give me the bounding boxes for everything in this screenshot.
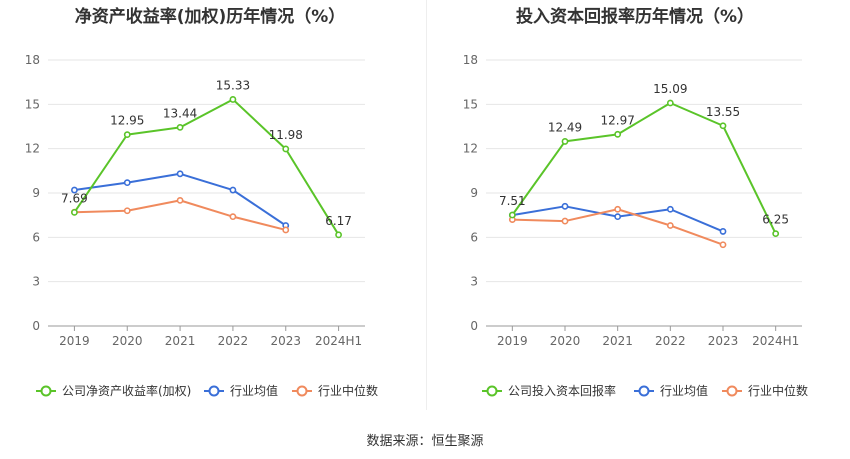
series-line [511, 102, 777, 235]
data-point [719, 241, 727, 249]
data-point [561, 217, 569, 225]
data-label: 12.97 [600, 113, 634, 127]
data-point [666, 205, 674, 213]
x-tick-label: 2023 [708, 334, 739, 348]
y-tick-label: 18 [25, 53, 40, 67]
x-tick-label: 2020 [112, 334, 143, 348]
x-tick-label: 2023 [270, 334, 301, 348]
legend-marker [296, 385, 308, 397]
x-tick-label: 2019 [59, 334, 90, 348]
x-tick-label: 2020 [550, 334, 581, 348]
legend-marker [638, 385, 650, 397]
y-tick-label: 15 [463, 97, 478, 111]
y-tick-label: 18 [463, 53, 478, 67]
data-point [229, 96, 237, 103]
data-label: 13.55 [706, 105, 740, 119]
y-tick-label: 3 [32, 275, 40, 289]
x-tick-label: 2021 [165, 334, 196, 348]
data-point [123, 131, 131, 139]
data-point [229, 213, 237, 221]
legend-label: 公司净资产收益率(加权) [62, 383, 191, 398]
x-tick-label: 2022 [218, 334, 249, 348]
y-tick-label: 9 [32, 186, 40, 200]
data-label: 12.95 [110, 114, 144, 128]
legend-label: 公司投入资本回报率 [508, 383, 616, 398]
data-point [666, 222, 674, 229]
x-tick-label: 2024H1 [752, 334, 799, 348]
legend-marker [208, 385, 220, 397]
data-point [229, 186, 237, 194]
x-tick-label: 2022 [655, 334, 686, 348]
data-label: 15.09 [653, 82, 687, 96]
data-point [614, 205, 622, 213]
data-point [123, 207, 131, 215]
legend-label: 行业中位数 [318, 383, 378, 398]
data-point [176, 123, 184, 131]
series-line [73, 98, 340, 236]
data-label: 13.44 [163, 106, 197, 120]
data-label: 11.98 [269, 128, 303, 142]
data-label: 7.51 [499, 194, 526, 208]
y-tick-label: 15 [25, 97, 40, 111]
x-tick-label: 2019 [497, 334, 528, 348]
x-tick-label: 2021 [602, 334, 633, 348]
data-point [508, 211, 516, 219]
y-tick-label: 6 [470, 230, 478, 244]
data-point [561, 202, 569, 210]
chart-title-roe: 净资产收益率(加权)历年情况（%） [74, 7, 346, 27]
data-label: 6.17 [325, 214, 352, 228]
data-point [561, 138, 569, 145]
legend-label: 行业中位数 [748, 383, 808, 398]
data-point [176, 196, 184, 204]
data-point [123, 179, 131, 187]
chart-title-roic: 投入资本回报率历年情况（%） [515, 7, 755, 27]
data-point [772, 230, 780, 238]
x-tick-label: 2024H1 [315, 334, 362, 348]
y-tick-label: 0 [470, 319, 478, 333]
data-label: 12.49 [548, 120, 582, 134]
data-point [614, 213, 622, 221]
y-tick-label: 12 [25, 142, 40, 156]
data-point [614, 130, 622, 138]
data-point [282, 145, 290, 153]
panel-divider [426, 0, 427, 410]
legend-label: 行业均值 [230, 383, 278, 398]
y-tick-label: 0 [32, 319, 40, 333]
data-label: 15.33 [216, 78, 250, 92]
data-point [719, 122, 727, 130]
y-tick-label: 3 [470, 275, 478, 289]
legend-marker [40, 385, 52, 397]
data-point [719, 228, 727, 235]
data-point [335, 231, 342, 239]
y-tick-label: 9 [470, 186, 478, 200]
data-point [282, 226, 290, 234]
data-point [71, 208, 78, 216]
y-tick-label: 6 [32, 230, 40, 244]
y-tick-label: 12 [463, 142, 478, 156]
data-point [666, 99, 674, 107]
data-point [176, 170, 184, 178]
data-point [71, 186, 78, 194]
data-label: 7.69 [61, 191, 88, 205]
legend-marker [486, 385, 498, 397]
legend-marker [726, 385, 738, 397]
data-label: 6.25 [762, 213, 789, 227]
legend-label: 行业均值 [660, 383, 708, 398]
data-source: 数据来源：恒生聚源 [366, 434, 484, 449]
